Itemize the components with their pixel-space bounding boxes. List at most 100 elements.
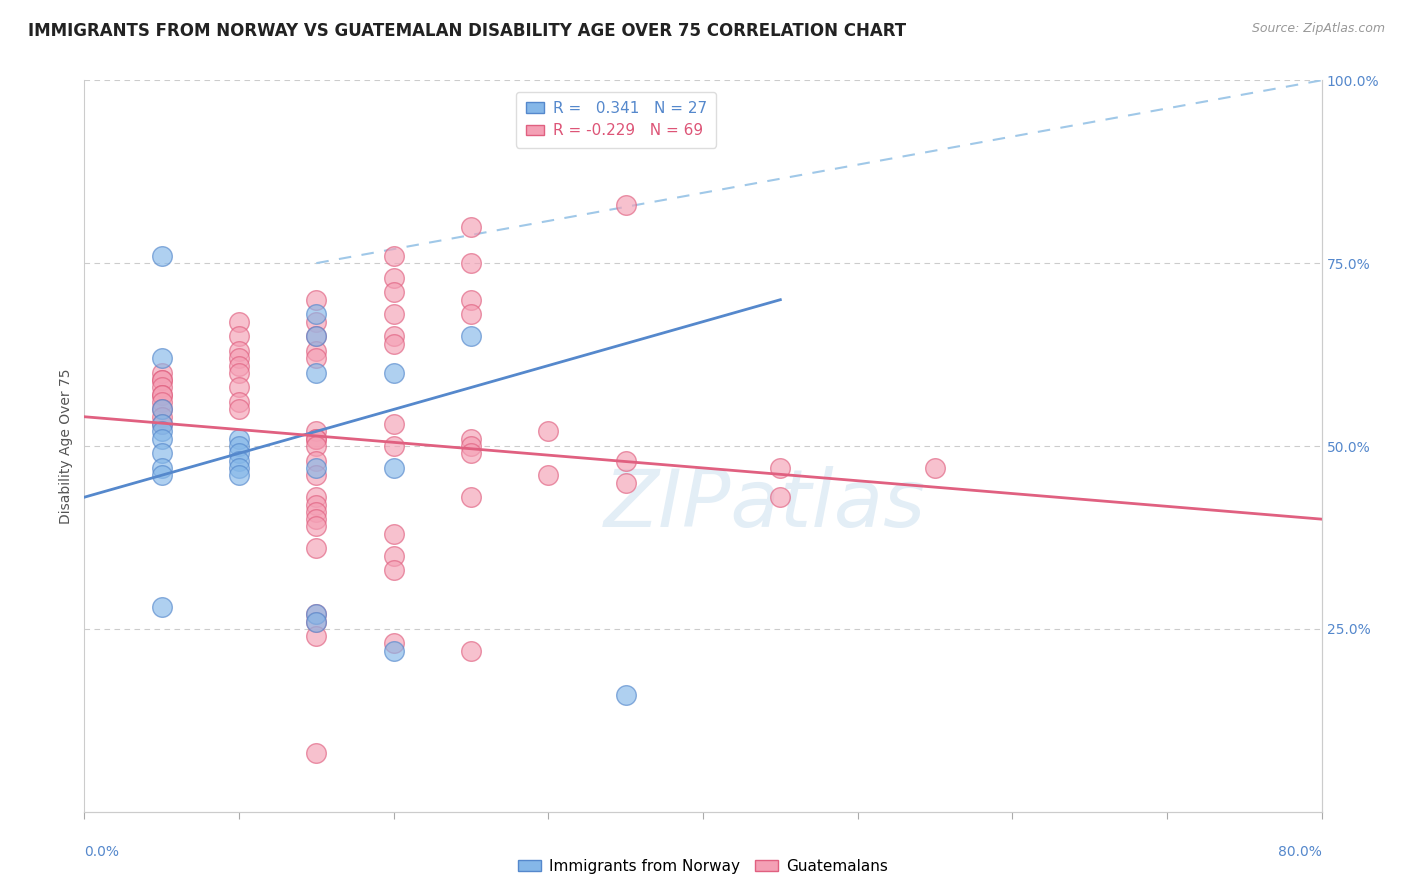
Point xyxy=(460,219,482,234)
Point xyxy=(382,563,405,577)
Point xyxy=(382,285,405,300)
Point xyxy=(228,359,250,373)
Point xyxy=(460,439,482,453)
Point xyxy=(382,636,405,650)
Point xyxy=(150,380,173,394)
Point xyxy=(150,366,173,380)
Point xyxy=(305,453,328,467)
Point xyxy=(382,549,405,563)
Point xyxy=(382,366,405,380)
Point xyxy=(305,468,328,483)
Point xyxy=(614,688,637,702)
Point xyxy=(614,197,637,211)
Point xyxy=(305,615,328,629)
Point xyxy=(305,329,328,343)
Point xyxy=(460,644,482,658)
Point xyxy=(305,512,328,526)
Point xyxy=(305,307,328,321)
Point xyxy=(228,343,250,358)
Point xyxy=(460,307,482,321)
Point xyxy=(382,439,405,453)
Point xyxy=(228,329,250,343)
Point xyxy=(382,249,405,263)
Point xyxy=(150,388,173,402)
Point xyxy=(460,293,482,307)
Point xyxy=(228,366,250,380)
Point xyxy=(150,351,173,366)
Point xyxy=(305,439,328,453)
Point xyxy=(228,468,250,483)
Point xyxy=(150,409,173,424)
Point xyxy=(150,461,173,475)
Point xyxy=(228,380,250,394)
Point xyxy=(460,256,482,270)
Point xyxy=(305,343,328,358)
Point xyxy=(150,417,173,431)
Point xyxy=(228,461,250,475)
Point xyxy=(228,446,250,460)
Point xyxy=(305,293,328,307)
Point xyxy=(382,336,405,351)
Point xyxy=(305,607,328,622)
Point xyxy=(150,425,173,439)
Point xyxy=(305,351,328,366)
Point xyxy=(305,432,328,446)
Point xyxy=(305,541,328,556)
Point xyxy=(614,475,637,490)
Point xyxy=(305,629,328,643)
Point xyxy=(150,446,173,460)
Point xyxy=(228,432,250,446)
Point xyxy=(305,519,328,533)
Text: 80.0%: 80.0% xyxy=(1278,845,1322,859)
Point xyxy=(150,432,173,446)
Point xyxy=(382,461,405,475)
Point xyxy=(382,307,405,321)
Point xyxy=(305,615,328,629)
Point xyxy=(150,373,173,387)
Point xyxy=(460,490,482,504)
Point xyxy=(382,526,405,541)
Point xyxy=(460,432,482,446)
Point xyxy=(150,468,173,483)
Point xyxy=(228,402,250,417)
Point xyxy=(305,366,328,380)
Point xyxy=(150,599,173,614)
Point xyxy=(305,329,328,343)
Point xyxy=(537,425,560,439)
Text: ZIPatlas: ZIPatlas xyxy=(603,466,927,543)
Point xyxy=(460,446,482,460)
Text: IMMIGRANTS FROM NORWAY VS GUATEMALAN DISABILITY AGE OVER 75 CORRELATION CHART: IMMIGRANTS FROM NORWAY VS GUATEMALAN DIS… xyxy=(28,22,907,40)
Point xyxy=(305,607,328,622)
Point xyxy=(305,461,328,475)
Point xyxy=(382,644,405,658)
Y-axis label: Disability Age Over 75: Disability Age Over 75 xyxy=(59,368,73,524)
Point xyxy=(228,439,250,453)
Point xyxy=(305,490,328,504)
Point xyxy=(228,315,250,329)
Legend: R =   0.341   N = 27, R = -0.229   N = 69: R = 0.341 N = 27, R = -0.229 N = 69 xyxy=(516,92,717,147)
Point xyxy=(150,373,173,387)
Point xyxy=(150,402,173,417)
Point xyxy=(228,453,250,467)
Point xyxy=(382,417,405,431)
Point xyxy=(305,432,328,446)
Point xyxy=(924,461,946,475)
Text: 0.0%: 0.0% xyxy=(84,845,120,859)
Legend: Immigrants from Norway, Guatemalans: Immigrants from Norway, Guatemalans xyxy=(512,853,894,880)
Point xyxy=(305,425,328,439)
Point xyxy=(305,315,328,329)
Point xyxy=(537,468,560,483)
Point xyxy=(150,388,173,402)
Point xyxy=(769,461,792,475)
Point xyxy=(614,453,637,467)
Point xyxy=(150,249,173,263)
Point xyxy=(382,329,405,343)
Point xyxy=(150,395,173,409)
Point xyxy=(460,329,482,343)
Point xyxy=(305,498,328,512)
Text: Source: ZipAtlas.com: Source: ZipAtlas.com xyxy=(1251,22,1385,36)
Point xyxy=(228,395,250,409)
Point xyxy=(305,746,328,760)
Point xyxy=(769,490,792,504)
Point xyxy=(382,270,405,285)
